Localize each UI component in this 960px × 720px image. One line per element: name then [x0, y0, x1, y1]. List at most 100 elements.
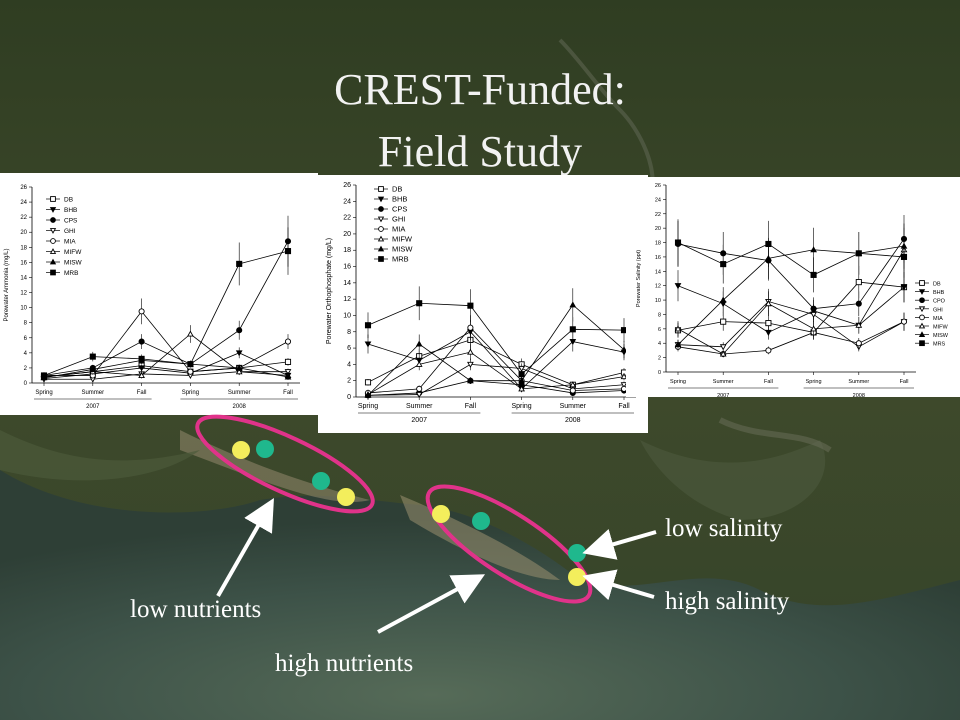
low-salinity-label: low salinity: [665, 515, 783, 542]
data-point: [765, 320, 772, 327]
series-misw: [364, 288, 628, 398]
legend-label: GHI: [933, 307, 943, 313]
series-misw: [674, 223, 908, 350]
x-tick-label: Fall: [618, 403, 630, 410]
legend-label: MIFW: [933, 325, 948, 331]
x-tick-label: Fall: [764, 379, 773, 385]
legend-marker: [49, 207, 57, 213]
series-line: [367, 363, 625, 396]
y-axis-label: Porewater Ammonia (mg/L): [4, 248, 10, 321]
y-tick-label: 6: [347, 345, 351, 352]
legend-label: DB: [64, 197, 73, 204]
data-point: [40, 372, 48, 379]
data-point: [235, 364, 243, 371]
series-line: [367, 380, 625, 396]
series-line: [367, 339, 625, 386]
series-mifw: [674, 227, 908, 358]
x-tick-label: Spring: [670, 379, 686, 385]
legend-label: MRB: [392, 255, 409, 264]
series-cpo: [674, 214, 908, 321]
y-tick-label: 2: [658, 356, 661, 362]
series-line: [677, 285, 905, 333]
series-mia: [40, 298, 292, 379]
y-tick-label: 8: [24, 321, 28, 327]
data-point: [416, 300, 423, 307]
series-line: [43, 352, 289, 379]
y-tick-label: 12: [20, 291, 27, 297]
data-point: [765, 347, 772, 354]
y-tick-label: 6: [24, 336, 28, 342]
y-tick-label: 20: [655, 226, 661, 232]
year-label: 2008: [233, 404, 247, 410]
data-point: [364, 322, 372, 329]
data-point: [674, 239, 682, 246]
y-tick-label: 20: [20, 230, 27, 236]
data-point: [900, 284, 908, 291]
legend-label: MISW: [933, 333, 949, 339]
series-line: [44, 310, 289, 376]
y-tick-label: 24: [20, 200, 27, 206]
x-tick-label: Summer: [228, 390, 251, 396]
year-label: 2008: [565, 417, 581, 424]
series-bhb: [674, 270, 908, 340]
legend-marker: [49, 258, 57, 265]
data-point: [855, 250, 862, 257]
data-point: [416, 385, 423, 392]
legend-marker: [50, 196, 56, 202]
low-nutrients-label: low nutrients: [130, 596, 262, 623]
y-tick-label: 14: [20, 275, 27, 281]
legend-marker: [49, 228, 57, 234]
data-point: [765, 329, 772, 336]
legend-label: DB: [392, 185, 402, 194]
y-tick-label: 10: [655, 298, 661, 304]
data-point: [415, 392, 423, 399]
slide-title-line-2: Field Study: [377, 127, 583, 176]
data-point: [569, 387, 576, 394]
legend-label: CPS: [64, 218, 78, 225]
data-point: [855, 340, 862, 347]
orthophosphate-chart-panel: 0 2 4 6 8 10 12 14 16 18 20 22 24 26 Porewater Orthoph…: [318, 175, 648, 433]
legend-marker: [918, 322, 926, 329]
data-point: [415, 340, 423, 347]
y-tick-label: 12: [343, 296, 351, 303]
legend-label: MRB: [64, 270, 78, 277]
legend-marker: [50, 217, 56, 223]
legend-label: BHB: [933, 290, 945, 296]
year-label: 2007: [86, 404, 100, 410]
y-tick-label: 18: [655, 241, 661, 247]
legend-label: BHB: [392, 195, 407, 204]
series-mrb: [364, 286, 628, 379]
legend-label: MIA: [933, 316, 943, 322]
y-tick-label: 20: [343, 231, 351, 238]
series-line: [367, 304, 625, 396]
x-tick-label: Summer: [713, 379, 734, 385]
series-cps: [40, 215, 292, 379]
y-tick-label: 14: [655, 269, 661, 275]
series-line: [677, 245, 905, 345]
slide-title-line-1: CREST-Funded:: [334, 65, 626, 114]
y-tick-label: 6: [658, 327, 661, 333]
data-point: [620, 373, 628, 380]
legend-marker: [49, 248, 57, 254]
data-point: [89, 365, 97, 372]
data-point: [467, 324, 474, 331]
x-tick-label: Summer: [81, 390, 104, 396]
data-point: [810, 311, 817, 318]
legend-marker: [919, 340, 925, 347]
data-point: [900, 318, 908, 325]
y-tick-label: 18: [20, 245, 27, 251]
y-tick-label: 24: [343, 198, 351, 205]
x-tick-label: Fall: [900, 379, 909, 385]
y-tick-label: 24: [655, 197, 661, 203]
data-point: [810, 271, 817, 278]
x-tick-label: Spring: [511, 403, 531, 410]
legend-marker: [377, 245, 385, 252]
legend-marker: [378, 206, 384, 212]
x-tick-label: Spring: [358, 403, 378, 410]
x-tick-label: Spring: [182, 390, 199, 396]
y-axis-label: Porewater Orthophosphate (mg/L): [326, 238, 333, 344]
data-point: [674, 341, 682, 348]
x-tick-label: Fall: [465, 403, 477, 410]
series-line: [43, 359, 289, 379]
